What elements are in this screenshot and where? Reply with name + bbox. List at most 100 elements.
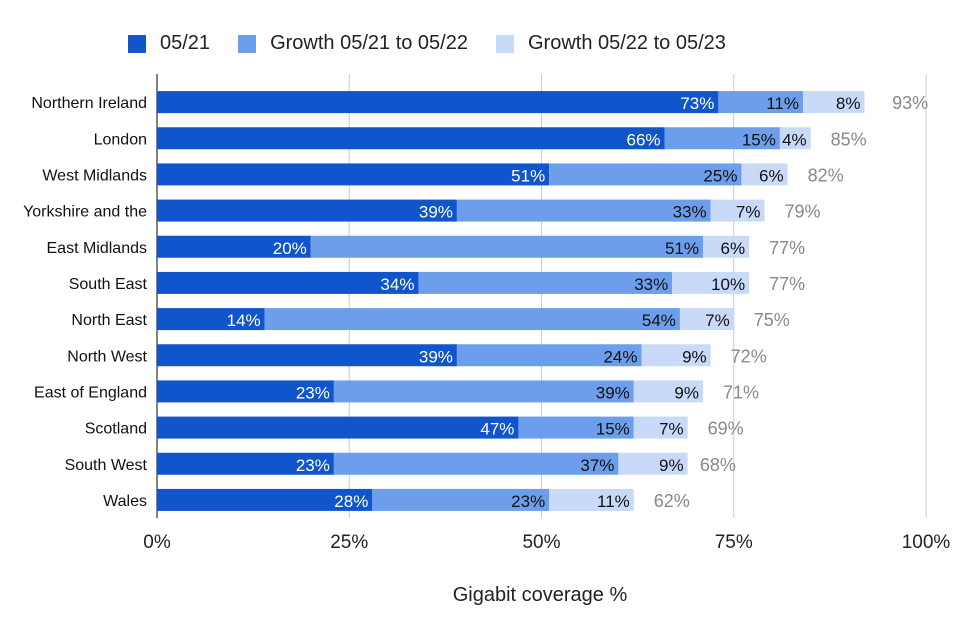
bar-segment — [157, 344, 457, 367]
data-label: 7% — [659, 420, 684, 439]
y-category-label: West Midlands — [42, 167, 147, 184]
y-category-label: Northern Ireland — [31, 95, 147, 112]
y-category-label: Scotland — [85, 421, 147, 438]
data-label: 37% — [580, 456, 614, 475]
bar-segment — [741, 163, 788, 186]
data-label: 23% — [511, 492, 545, 511]
data-label: 33% — [634, 275, 668, 294]
bar-segment — [157, 380, 334, 403]
data-label: 11% — [597, 492, 630, 511]
x-axis-title: Gigabit coverage % — [452, 584, 628, 606]
bar-segment — [802, 91, 865, 114]
total-label: 62% — [654, 491, 690, 511]
data-label: 9% — [674, 383, 699, 402]
data-label: 39% — [419, 203, 453, 222]
bar-segment — [710, 199, 765, 222]
legend-swatch — [128, 34, 146, 53]
legend-item-05-21: 05/21 — [128, 32, 210, 55]
bar-segment — [157, 308, 265, 331]
x-tick-label: 25% — [330, 532, 368, 553]
bar-segment — [333, 380, 634, 403]
bar-segment — [633, 416, 688, 439]
bar-segment — [664, 127, 780, 150]
y-category-label: East Midlands — [47, 240, 148, 257]
bar-segment — [718, 91, 803, 114]
data-label: 25% — [703, 166, 737, 185]
data-label: 15% — [596, 420, 630, 439]
bar-segment — [157, 416, 519, 439]
y-category-label: London — [94, 131, 147, 148]
y-category-label: North West — [67, 348, 147, 365]
bar-segment — [549, 163, 742, 186]
total-label: 79% — [785, 202, 821, 222]
x-tick-label: 100% — [902, 532, 951, 553]
legend-label: 05/21 — [160, 32, 211, 54]
y-category-label: Wales — [103, 493, 147, 510]
data-label: 10% — [711, 275, 745, 294]
bar-segment — [157, 127, 665, 150]
bar-segment — [418, 271, 673, 294]
bar-segment — [456, 199, 711, 222]
bar-segment — [264, 308, 680, 331]
data-label: 14% — [227, 311, 261, 330]
total-label: 82% — [808, 165, 844, 185]
legend-label: Growth 05/21 to 05/22 — [270, 32, 468, 54]
total-label: 93% — [892, 93, 928, 113]
total-label: 71% — [723, 382, 759, 402]
data-label: 6% — [759, 166, 784, 185]
bar-segment — [641, 344, 711, 367]
data-label: 9% — [682, 347, 707, 366]
legend-item-growth-21-22: Growth 05/21 to 05/22 — [238, 32, 468, 55]
bar-segment — [333, 452, 619, 475]
total-label: 72% — [731, 346, 767, 366]
data-label: 23% — [296, 383, 330, 402]
legend-swatch — [238, 34, 257, 53]
data-label: 7% — [705, 311, 730, 330]
legend: 05/21 Growth 05/21 to 05/22 Growth 05/22… — [128, 32, 754, 55]
data-label: 11% — [766, 94, 799, 113]
bar-segment — [549, 488, 634, 511]
bar-segment — [618, 452, 688, 475]
data-label: 51% — [665, 239, 699, 258]
bar-segment — [157, 163, 550, 186]
data-label: 4% — [782, 130, 807, 149]
bar-segment — [372, 488, 550, 511]
data-label: 73% — [680, 94, 714, 113]
data-label: 47% — [480, 420, 514, 439]
bar-segment — [702, 235, 750, 258]
data-label: 6% — [721, 239, 746, 258]
y-category-label: South East — [69, 276, 148, 293]
y-category-label: South West — [65, 457, 148, 474]
legend-swatch — [495, 34, 514, 53]
data-label: 39% — [596, 383, 630, 402]
total-label: 69% — [708, 419, 744, 439]
bar-segment — [157, 488, 373, 511]
data-label: 20% — [273, 239, 307, 258]
bar-segment — [310, 235, 703, 258]
bar-segment — [157, 452, 334, 475]
data-label: 24% — [603, 347, 637, 366]
data-label: 7% — [736, 203, 761, 222]
total-label: 77% — [769, 274, 805, 294]
bar-segment — [157, 271, 419, 294]
x-tick-label: 50% — [522, 532, 560, 553]
total-label: 75% — [754, 310, 790, 330]
total-label: 68% — [700, 455, 736, 475]
data-label: 8% — [836, 94, 861, 113]
data-label: 33% — [673, 203, 707, 222]
y-category-label: North East — [71, 312, 147, 329]
x-tick-label: 0% — [143, 532, 171, 553]
total-label: 85% — [831, 129, 867, 149]
bar-segment — [157, 91, 719, 114]
data-label: 15% — [742, 130, 776, 149]
x-tick-label: 75% — [715, 532, 753, 553]
bar-segment — [157, 199, 457, 222]
bar-segment — [633, 380, 703, 403]
bar-segment — [672, 271, 750, 294]
bar-segment — [518, 416, 634, 439]
total-label: 77% — [769, 238, 805, 258]
bar-segment — [157, 235, 311, 258]
bar-segment — [779, 127, 811, 150]
y-category-label: East of England — [34, 384, 147, 401]
